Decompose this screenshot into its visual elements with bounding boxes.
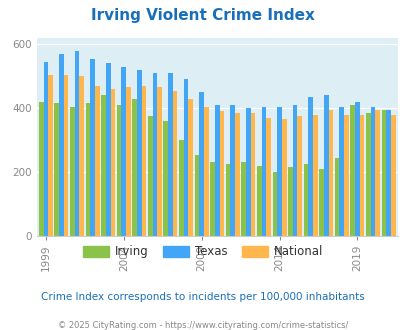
- Bar: [225, 164, 230, 236]
- Bar: [234, 113, 239, 236]
- Bar: [307, 97, 312, 236]
- Bar: [54, 103, 59, 236]
- Bar: [318, 169, 323, 236]
- Bar: [106, 63, 110, 236]
- Legend: Irving, Texas, National: Irving, Texas, National: [78, 241, 327, 263]
- Bar: [126, 87, 130, 236]
- Bar: [141, 86, 146, 236]
- Bar: [266, 118, 270, 236]
- Bar: [277, 107, 281, 236]
- Bar: [359, 115, 364, 236]
- Bar: [250, 113, 255, 236]
- Bar: [48, 75, 53, 236]
- Bar: [370, 107, 374, 236]
- Bar: [381, 110, 385, 236]
- Bar: [110, 89, 115, 236]
- Text: Irving Violent Crime Index: Irving Violent Crime Index: [91, 8, 314, 23]
- Bar: [303, 164, 307, 236]
- Bar: [288, 167, 292, 236]
- Bar: [64, 75, 68, 236]
- Text: © 2025 CityRating.com - https://www.cityrating.com/crime-statistics/: © 2025 CityRating.com - https://www.city…: [58, 321, 347, 330]
- Bar: [95, 86, 99, 236]
- Bar: [59, 54, 64, 236]
- Bar: [199, 92, 203, 236]
- Bar: [179, 140, 183, 236]
- Bar: [292, 105, 297, 236]
- Bar: [245, 108, 250, 236]
- Bar: [85, 103, 90, 236]
- Bar: [43, 62, 48, 236]
- Bar: [272, 172, 277, 236]
- Bar: [117, 105, 121, 236]
- Bar: [194, 154, 199, 236]
- Bar: [350, 105, 354, 236]
- Bar: [79, 76, 84, 236]
- Bar: [385, 110, 390, 236]
- Bar: [163, 121, 168, 236]
- Bar: [147, 116, 152, 236]
- Bar: [230, 105, 234, 236]
- Bar: [203, 107, 208, 236]
- Bar: [297, 116, 301, 236]
- Bar: [328, 110, 333, 236]
- Bar: [121, 67, 126, 236]
- Bar: [343, 115, 348, 236]
- Bar: [210, 162, 214, 236]
- Bar: [132, 99, 136, 236]
- Bar: [256, 166, 261, 236]
- Bar: [241, 162, 245, 236]
- Bar: [219, 112, 224, 236]
- Bar: [183, 80, 188, 236]
- Bar: [173, 91, 177, 236]
- Bar: [374, 110, 379, 236]
- Bar: [188, 99, 193, 236]
- Bar: [75, 51, 79, 236]
- Bar: [168, 73, 173, 236]
- Bar: [365, 113, 370, 236]
- Bar: [157, 87, 162, 236]
- Bar: [261, 107, 266, 236]
- Bar: [70, 107, 75, 236]
- Bar: [334, 158, 339, 236]
- Bar: [39, 102, 43, 236]
- Bar: [390, 115, 394, 236]
- Text: Crime Index corresponds to incidents per 100,000 inhabitants: Crime Index corresponds to incidents per…: [41, 292, 364, 302]
- Bar: [323, 95, 328, 236]
- Bar: [312, 115, 317, 236]
- Bar: [339, 107, 343, 236]
- Bar: [281, 119, 286, 236]
- Bar: [152, 73, 157, 236]
- Bar: [101, 95, 106, 236]
- Bar: [90, 59, 95, 236]
- Bar: [214, 105, 219, 236]
- Bar: [354, 102, 359, 236]
- Bar: [136, 70, 141, 236]
